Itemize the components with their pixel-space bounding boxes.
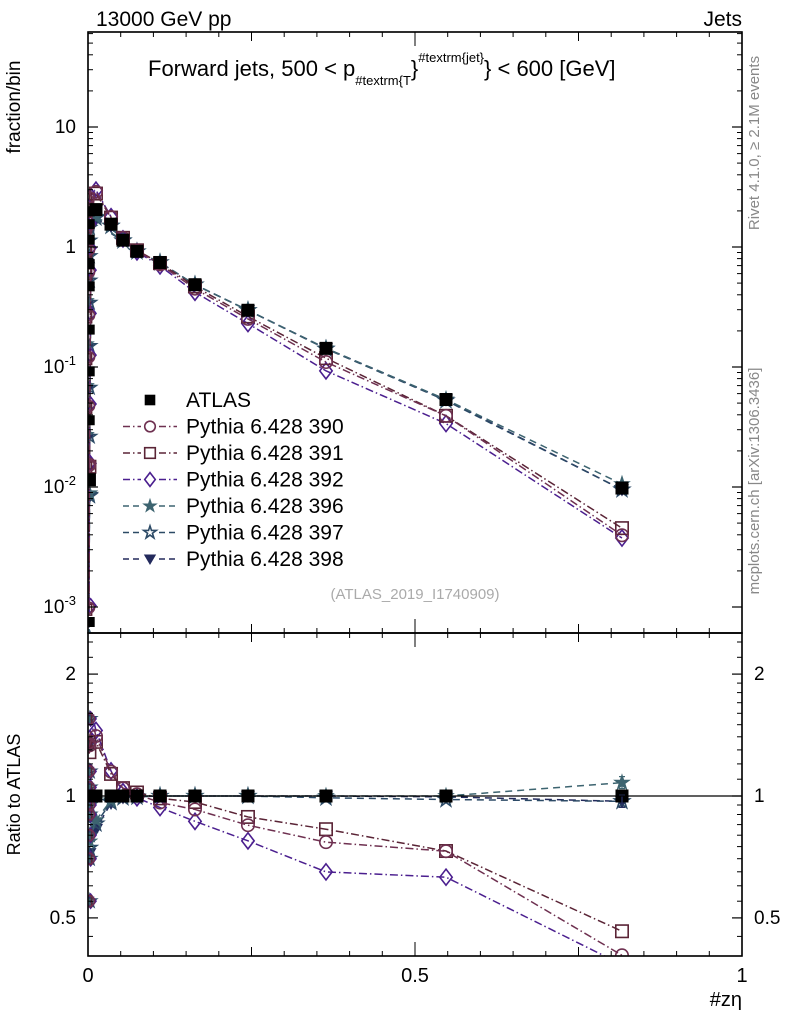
svg-text:10: 10 <box>55 117 76 138</box>
svg-text:Rivet 4.1.0, ≥ 2.1M events: Rivet 4.1.0, ≥ 2.1M events <box>746 56 763 230</box>
svg-text:0.5: 0.5 <box>50 908 76 929</box>
svg-text:13000 GeV pp: 13000 GeV pp <box>96 8 231 31</box>
svg-text:0: 0 <box>82 965 93 987</box>
svg-text:Pythia 6.428 396: Pythia 6.428 396 <box>186 495 344 518</box>
svg-text:(ATLAS_2019_I1740909): (ATLAS_2019_I1740909) <box>330 586 499 603</box>
svg-text:Jets: Jets <box>703 8 742 31</box>
svg-text:mcplots.cern.ch [arXiv:1306.34: mcplots.cern.ch [arXiv:1306.3436] <box>746 368 763 595</box>
svg-text:ATLAS: ATLAS <box>186 389 251 412</box>
svg-text:0.5: 0.5 <box>401 965 429 987</box>
svg-text:2: 2 <box>65 664 76 685</box>
svg-text:Pythia 6.428 392: Pythia 6.428 392 <box>186 469 344 492</box>
svg-text:Pythia 6.428 391: Pythia 6.428 391 <box>186 442 344 465</box>
svg-text:#zη: #zη <box>710 989 742 1011</box>
svg-text:Pythia 6.428 398: Pythia 6.428 398 <box>186 548 344 571</box>
svg-text:Pythia 6.428 397: Pythia 6.428 397 <box>186 522 344 545</box>
svg-text:1: 1 <box>65 237 76 258</box>
svg-text:fraction/bin: fraction/bin <box>4 61 25 154</box>
svg-text:1: 1 <box>736 965 747 987</box>
svg-text:1: 1 <box>754 786 765 807</box>
svg-text:2: 2 <box>754 664 765 685</box>
svg-text:Ratio to ATLAS: Ratio to ATLAS <box>4 734 24 856</box>
svg-text:Pythia 6.428 390: Pythia 6.428 390 <box>186 416 344 439</box>
svg-text:0.5: 0.5 <box>754 908 780 929</box>
svg-text:1: 1 <box>65 786 76 807</box>
